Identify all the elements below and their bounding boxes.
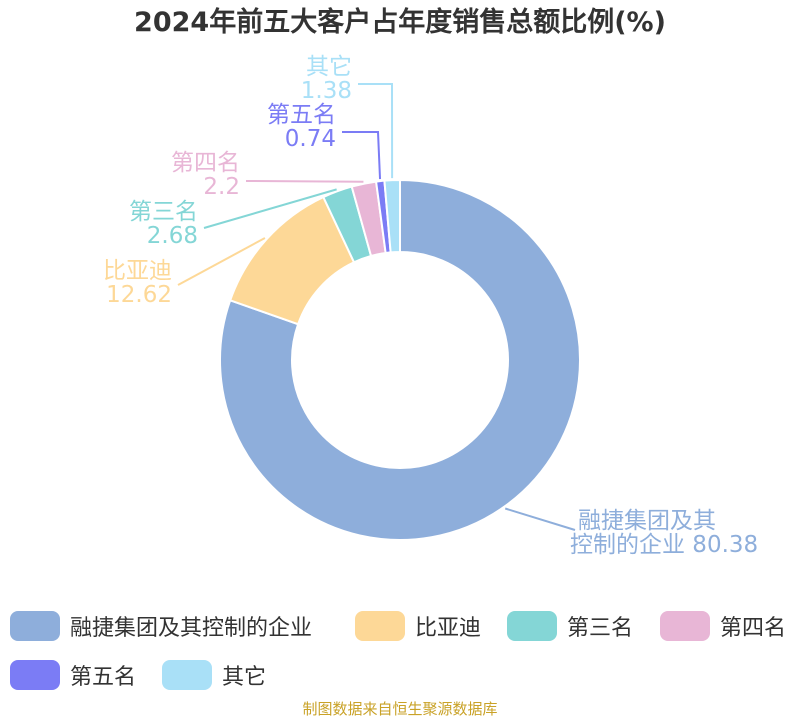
legend-label-1: 比亚迪: [415, 616, 482, 641]
legend-label-0: 融捷集团及其控制的企业: [70, 616, 313, 641]
slice-label-0-line-0: 融捷集团及其: [578, 508, 716, 534]
leader-line-0: [504, 507, 576, 531]
slice-label-1-line-1: 12.62: [106, 282, 172, 308]
slice-label-2-line-0: 第三名: [129, 199, 198, 225]
slice-label-3-line-1: 2.2: [203, 174, 240, 200]
legend-label-3: 第四名: [720, 616, 787, 641]
slice-label-3-line-0: 第四名: [171, 150, 240, 176]
donut-slice-0: [219, 178, 581, 541]
legend-item-1[interactable]: 比亚迪: [355, 608, 481, 644]
slice-label-2-line-1: 2.68: [147, 223, 198, 249]
leader-line-5: [358, 83, 394, 179]
legend-item-4[interactable]: 第五名: [10, 657, 136, 693]
leader-line-1: [177, 237, 266, 286]
donut-slice-5: [383, 178, 401, 254]
leader-line-2: [203, 188, 337, 229]
leader-line-4: [342, 131, 382, 180]
source-note: 制图数据来自恒生聚源数据库: [302, 700, 498, 718]
legend-swatch-0: [10, 611, 60, 641]
slice-label-0-line-1: 控制的企业 80.38: [570, 532, 758, 558]
slice-label-5-line-1: 1.38: [301, 78, 352, 104]
legend-swatch-3: [660, 611, 710, 641]
legend-label-2: 第三名: [567, 616, 634, 641]
legend-swatch-4: [10, 660, 60, 690]
legend-item-5[interactable]: 其它: [162, 657, 266, 693]
leader-line-3: [245, 180, 364, 183]
leader-lines-group: [177, 83, 576, 531]
legend-item-2[interactable]: 第三名: [507, 608, 633, 644]
chart-title: 2024年前五大客户占年度销售总额比例(%): [134, 7, 666, 38]
legend-label-4: 第五名: [70, 665, 137, 690]
legend-item-0[interactable]: 融捷集团及其控制的企业: [10, 608, 312, 644]
legend-swatch-5: [162, 660, 212, 690]
legend-label-5: 其它: [222, 665, 267, 690]
legend-swatch-1: [355, 611, 405, 641]
legend-swatch-2: [507, 611, 557, 641]
slice-label-4-line-1: 0.74: [285, 126, 336, 152]
slice-label-4-line-0: 第五名: [267, 102, 336, 128]
slice-label-5-line-0: 其它: [306, 54, 352, 80]
slices-group: [219, 178, 581, 541]
slice-label-1-line-0: 比亚迪: [103, 258, 172, 284]
legend-item-3[interactable]: 第四名: [660, 608, 786, 644]
